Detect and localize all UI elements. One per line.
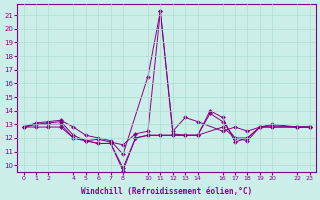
X-axis label: Windchill (Refroidissement éolien,°C): Windchill (Refroidissement éolien,°C) (81, 187, 252, 196)
